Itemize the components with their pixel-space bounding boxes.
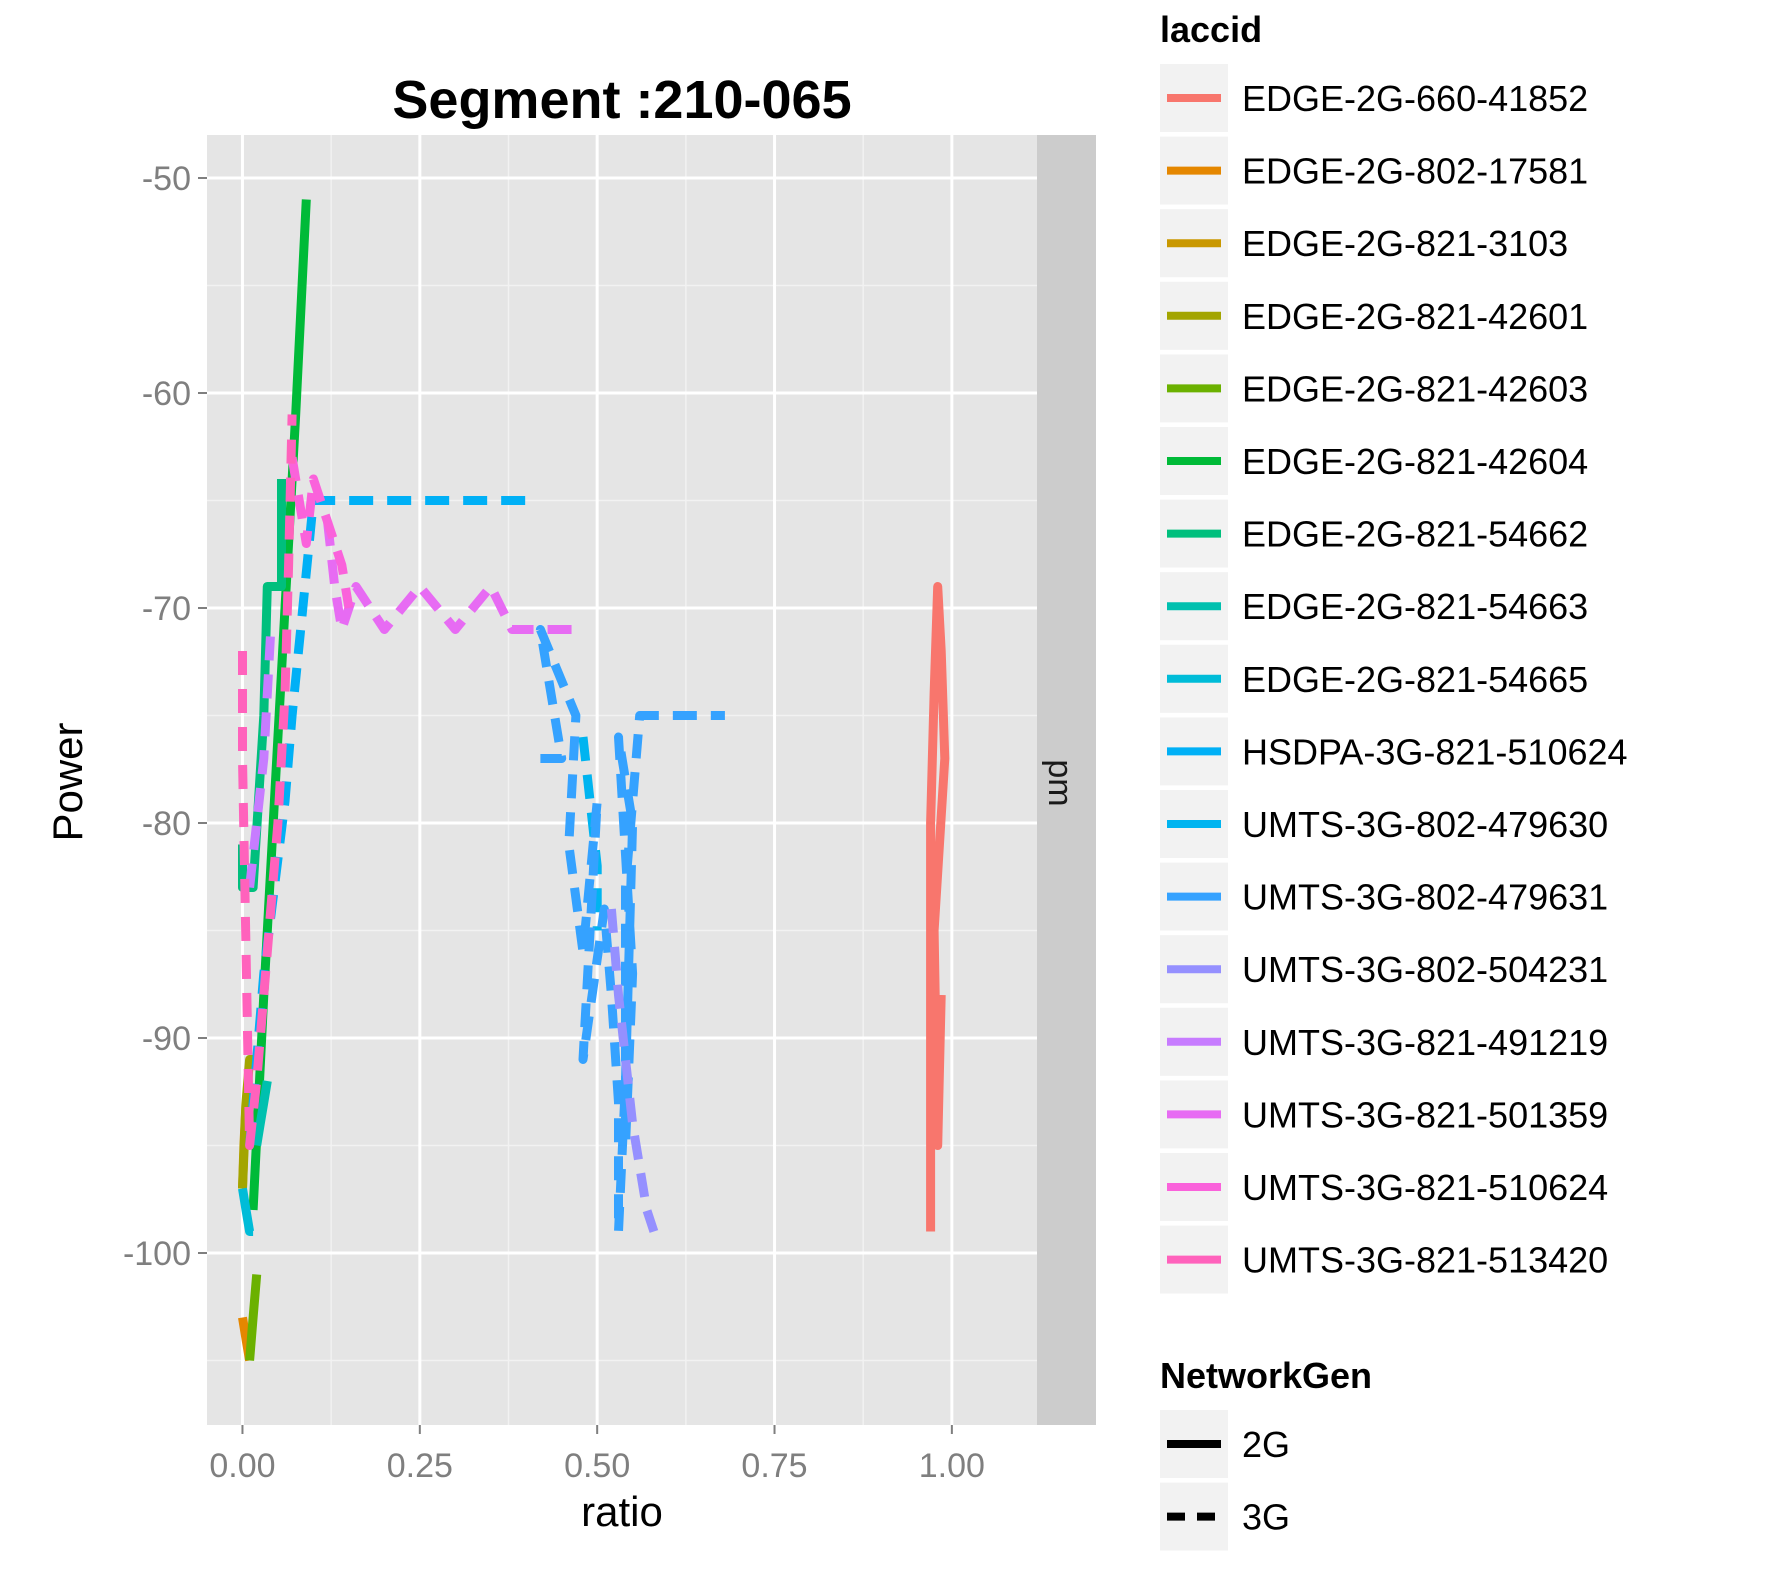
- legend-label: 3G: [1242, 1497, 1290, 1538]
- legend-label: EDGE-2G-660-41852: [1242, 78, 1588, 119]
- legend-label: UMTS-3G-821-513420: [1242, 1240, 1608, 1281]
- y-tick-label: -80: [142, 805, 191, 843]
- legend-label: EDGE-2G-821-54663: [1242, 586, 1588, 627]
- facet-label: pm: [1041, 759, 1079, 806]
- facet-strip: pm: [1037, 135, 1096, 1425]
- y-tick-label: -70: [142, 590, 191, 628]
- y-tick-label: -60: [142, 375, 191, 413]
- legend-title-networkgen: NetworkGen: [1160, 1355, 1372, 1396]
- legend-label: HSDPA-3G-821-510624: [1242, 731, 1628, 772]
- series-line-edge-2g-821-42603: [245, 1274, 262, 1361]
- legend-label: EDGE-2G-821-54665: [1242, 659, 1588, 700]
- x-axis-title: ratio: [581, 1488, 663, 1535]
- legend-label: EDGE-2G-821-42604: [1242, 441, 1588, 482]
- legend: laccid EDGE-2G-660-41852 EDGE-2G-802-1758…: [1160, 9, 1628, 1551]
- legend-label: UMTS-3G-802-479630: [1242, 804, 1608, 845]
- legend-label: 2G: [1242, 1424, 1290, 1465]
- series-line-umts-3g-821-513420: [238, 414, 297, 1150]
- y-axis-title: Power: [44, 722, 91, 841]
- legend-label: UMTS-3G-802-504231: [1242, 949, 1608, 990]
- series-line-hsdpa-3g-821-510624: [245, 496, 527, 1146]
- legend-label: EDGE-2G-821-42603: [1242, 368, 1588, 409]
- legend-label: UMTS-3G-821-491219: [1242, 1022, 1608, 1063]
- x-tick-label: 0.00: [209, 1447, 275, 1485]
- facet-strip-background: [1037, 135, 1096, 1425]
- legend-label: UMTS-3G-821-501359: [1242, 1094, 1608, 1135]
- y-axis-ticks: -50 -60 -70 -80 -90 -100: [123, 160, 207, 1273]
- y-tick-label: -50: [142, 160, 191, 198]
- series-line-umts-3g-802-479631: [535, 625, 725, 1236]
- series-line-edge-2g-660-41852: [926, 582, 950, 1232]
- y-tick-label: -90: [142, 1020, 191, 1058]
- series-line-umts-3g-821-510624: [287, 456, 354, 609]
- legend-label: UMTS-3G-821-510624: [1242, 1167, 1608, 1208]
- series-line-umts-3g-821-491219: [245, 629, 276, 888]
- y-tick-label: -100: [123, 1235, 191, 1273]
- chart-title: Segment :210-065: [392, 70, 851, 130]
- series-line-edge-2g-821-54665: [238, 1187, 255, 1236]
- x-tick-label: 0.50: [564, 1447, 630, 1485]
- x-tick-label: 1.00: [919, 1447, 985, 1485]
- series-layer: [238, 199, 950, 1362]
- legend-label: EDGE-2G-821-3103: [1242, 223, 1568, 264]
- series-line-umts-3g-821-501359: [323, 521, 583, 634]
- legend-label: EDGE-2G-821-54662: [1242, 514, 1588, 555]
- legend-label: EDGE-2G-802-17581: [1242, 151, 1588, 192]
- x-tick-label: 0.75: [741, 1447, 807, 1485]
- legend-label: EDGE-2G-821-42601: [1242, 296, 1588, 337]
- legend-label: UMTS-3G-802-479631: [1242, 877, 1608, 918]
- series-line-umts-3g-802-504231: [606, 908, 659, 1233]
- legend-title-laccid: laccid: [1160, 9, 1262, 50]
- legend-laccid-items: EDGE-2G-660-41852 EDGE-2G-802-17581 EDGE-2…: [1160, 64, 1628, 1294]
- x-axis-ticks: 0.00 0.25 0.50 0.75 1.00: [209, 1425, 985, 1485]
- legend-networkgen-items: 2G 3G: [1160, 1410, 1290, 1551]
- series-line-edge-2g-821-54663: [252, 1080, 272, 1147]
- x-tick-label: 0.25: [387, 1447, 453, 1485]
